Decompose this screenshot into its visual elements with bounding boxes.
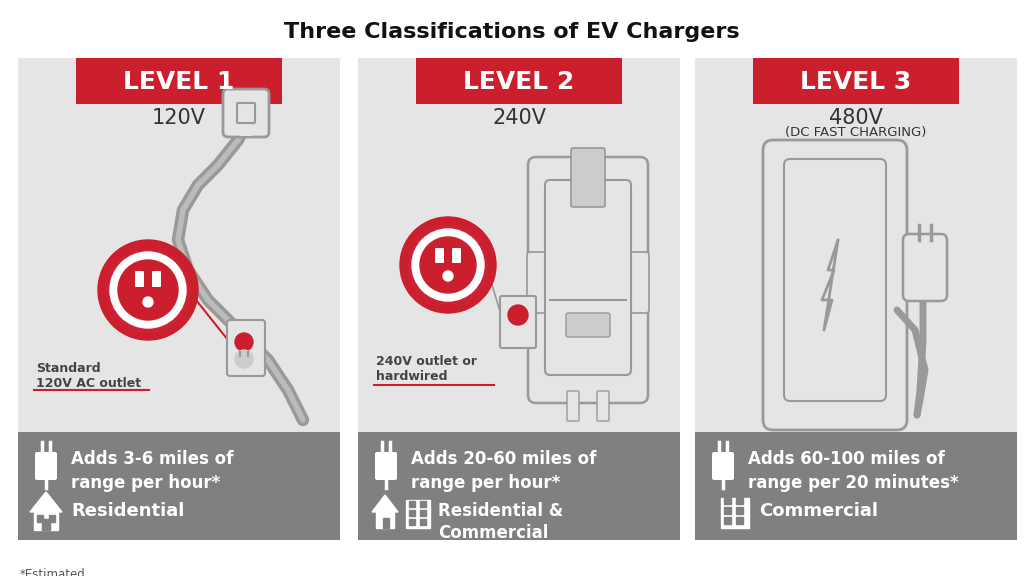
FancyBboxPatch shape (629, 252, 649, 313)
Text: 240V outlet or
hardwired: 240V outlet or hardwired (376, 355, 477, 383)
Text: Three Classifications of EV Chargers: Three Classifications of EV Chargers (285, 22, 739, 42)
FancyBboxPatch shape (527, 252, 547, 313)
FancyBboxPatch shape (452, 248, 461, 263)
FancyBboxPatch shape (135, 271, 144, 287)
FancyBboxPatch shape (358, 432, 680, 540)
Circle shape (234, 350, 253, 368)
FancyBboxPatch shape (223, 89, 269, 137)
Polygon shape (34, 512, 58, 530)
Circle shape (143, 297, 153, 307)
FancyBboxPatch shape (753, 58, 959, 104)
FancyBboxPatch shape (528, 157, 648, 403)
Polygon shape (724, 517, 731, 524)
FancyBboxPatch shape (76, 58, 282, 104)
FancyBboxPatch shape (763, 140, 907, 430)
FancyBboxPatch shape (18, 58, 340, 432)
FancyBboxPatch shape (500, 296, 536, 348)
Polygon shape (736, 507, 743, 514)
Text: LEVEL 2: LEVEL 2 (464, 70, 574, 94)
Circle shape (118, 260, 178, 320)
Text: LEVEL 1: LEVEL 1 (123, 70, 234, 94)
Polygon shape (721, 498, 749, 528)
Circle shape (98, 240, 198, 340)
Polygon shape (420, 501, 426, 507)
Text: Residential &
Commercial: Residential & Commercial (438, 502, 563, 542)
FancyBboxPatch shape (416, 58, 622, 104)
Text: Adds 60-100 miles of
range per 20 minutes*: Adds 60-100 miles of range per 20 minute… (748, 450, 958, 491)
Polygon shape (406, 500, 430, 528)
FancyBboxPatch shape (18, 432, 340, 540)
Polygon shape (383, 518, 389, 528)
FancyBboxPatch shape (240, 126, 252, 136)
Polygon shape (409, 501, 415, 507)
FancyBboxPatch shape (597, 391, 609, 421)
Circle shape (106, 248, 190, 332)
FancyBboxPatch shape (545, 180, 631, 375)
Polygon shape (409, 519, 415, 525)
Circle shape (400, 217, 496, 313)
FancyBboxPatch shape (237, 103, 255, 123)
Text: Adds 3-6 miles of
range per hour*: Adds 3-6 miles of range per hour* (71, 450, 233, 491)
Polygon shape (724, 507, 731, 514)
Polygon shape (736, 497, 743, 504)
Circle shape (234, 333, 253, 351)
Text: Residential: Residential (71, 502, 184, 520)
FancyBboxPatch shape (375, 452, 397, 480)
Polygon shape (30, 492, 62, 512)
FancyBboxPatch shape (227, 320, 265, 376)
Circle shape (110, 252, 186, 328)
FancyBboxPatch shape (152, 271, 161, 287)
Polygon shape (409, 510, 415, 516)
FancyBboxPatch shape (358, 58, 680, 432)
Polygon shape (420, 510, 426, 516)
FancyBboxPatch shape (566, 313, 610, 337)
Circle shape (408, 225, 488, 305)
FancyBboxPatch shape (903, 234, 947, 301)
Text: 240V: 240V (492, 108, 546, 128)
Circle shape (412, 229, 484, 301)
Text: (DC FAST CHARGING): (DC FAST CHARGING) (785, 126, 927, 139)
Circle shape (420, 237, 476, 293)
FancyBboxPatch shape (435, 248, 444, 263)
Polygon shape (420, 519, 426, 525)
FancyBboxPatch shape (571, 148, 605, 207)
Text: *Estimated: *Estimated (20, 568, 86, 576)
FancyBboxPatch shape (695, 58, 1017, 432)
FancyBboxPatch shape (567, 391, 579, 421)
Polygon shape (736, 517, 743, 524)
FancyBboxPatch shape (695, 432, 1017, 540)
FancyBboxPatch shape (35, 452, 57, 480)
Text: Commercial: Commercial (759, 502, 878, 520)
Polygon shape (724, 497, 731, 504)
Text: 480V: 480V (829, 108, 883, 128)
Text: Standard
120V AC outlet: Standard 120V AC outlet (36, 362, 141, 390)
Polygon shape (49, 515, 55, 522)
Circle shape (508, 305, 528, 325)
FancyBboxPatch shape (784, 159, 886, 401)
Polygon shape (42, 519, 50, 530)
FancyBboxPatch shape (712, 452, 734, 480)
Polygon shape (372, 495, 398, 512)
Polygon shape (376, 512, 394, 528)
Text: LEVEL 3: LEVEL 3 (801, 70, 911, 94)
Text: Adds 20-60 miles of
range per hour*: Adds 20-60 miles of range per hour* (411, 450, 596, 491)
Circle shape (443, 271, 453, 281)
Text: 120V: 120V (152, 108, 206, 128)
Polygon shape (37, 515, 43, 522)
